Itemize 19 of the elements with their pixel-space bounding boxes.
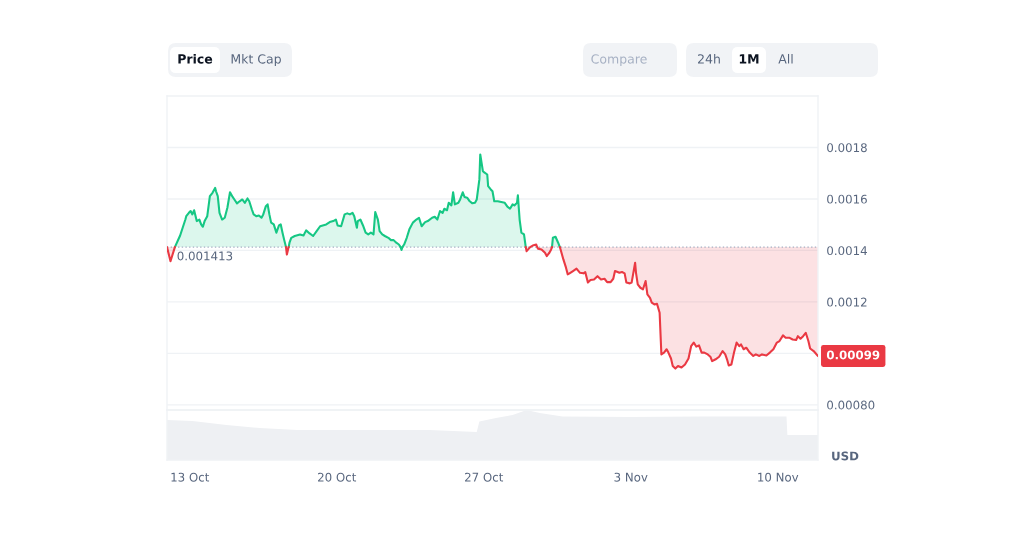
x-tick-label: 27 Oct bbox=[465, 472, 504, 482]
ref-line-label: 0.001413 bbox=[177, 251, 233, 261]
text: 1M bbox=[739, 54, 759, 64]
text: Price bbox=[178, 53, 213, 64]
text: 24h bbox=[698, 53, 720, 64]
x-tick-label: 13 Oct bbox=[171, 472, 210, 482]
y-axis-title: USD bbox=[832, 451, 859, 461]
y-tick-label: 0.0012 bbox=[827, 297, 867, 307]
text: All bbox=[778, 53, 793, 64]
y-tick-label: 0.0014 bbox=[827, 246, 867, 256]
annotation: 0.00099 bbox=[826, 350, 880, 360]
text: Mkt Cap bbox=[231, 53, 281, 67]
y-tick-label: 0.0018 bbox=[827, 143, 867, 153]
y-tick-label: 0.00080 bbox=[827, 400, 875, 410]
x-tick-label: 20 Oct bbox=[318, 472, 357, 482]
y-tick-label: 0.0016 bbox=[827, 194, 867, 204]
text: Compare bbox=[591, 54, 647, 67]
x-tick-label: 10 Nov bbox=[758, 472, 799, 482]
x-tick-label: 3 Nov bbox=[614, 472, 648, 482]
